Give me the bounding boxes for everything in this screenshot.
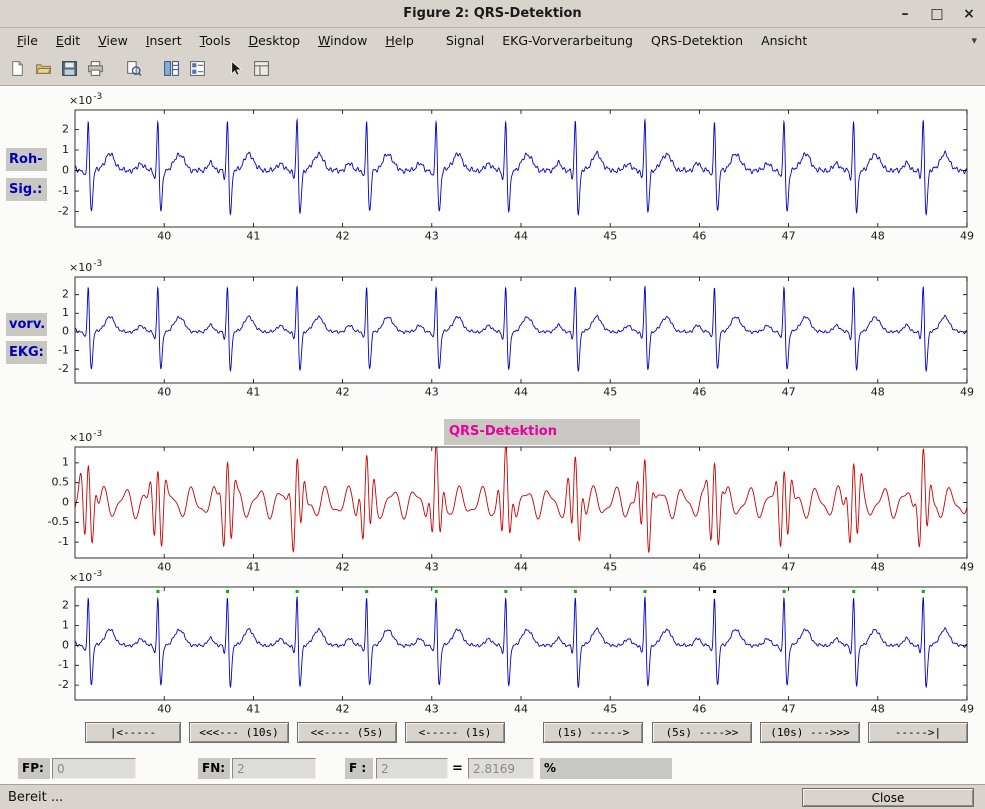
- menu-insert[interactable]: Insert: [145, 32, 182, 48]
- toolbar: [0, 52, 985, 86]
- menu-edit[interactable]: Edit: [55, 32, 81, 48]
- save-icon[interactable]: [57, 57, 81, 81]
- menu-ansicht[interactable]: Ansicht: [761, 32, 808, 48]
- f-value-field[interactable]: [376, 758, 448, 779]
- menu-view[interactable]: View: [98, 32, 128, 48]
- nav-fwd-10s-button[interactable]: (10s) --->>>: [760, 722, 860, 743]
- new-document-icon[interactable]: [5, 57, 29, 81]
- qrs-filtered-plot: [0, 430, 985, 578]
- nav-back-10s-button[interactable]: <<<--- (10s): [189, 722, 289, 743]
- fn-label: FN:: [198, 758, 230, 779]
- open-folder-icon[interactable]: [31, 57, 55, 81]
- detection-result-plot: [0, 570, 985, 715]
- toolbar-separator: [147, 57, 157, 81]
- plot-browser-icon[interactable]: [185, 57, 209, 81]
- nav-to-start-button[interactable]: |<-----: [85, 722, 181, 743]
- window-controls: – □ ×: [897, 0, 977, 28]
- print-preview-icon[interactable]: [121, 57, 145, 81]
- maximize-icon[interactable]: □: [930, 6, 944, 22]
- toolbar-separator: [211, 57, 221, 81]
- window-title: Figure 2: QRS-Detektion: [403, 6, 582, 21]
- result-value-field[interactable]: [468, 758, 534, 779]
- close-icon[interactable]: ×: [963, 6, 975, 22]
- menubar: File Edit View Insert Tools Desktop Wind…: [0, 28, 985, 52]
- menu-help[interactable]: Help: [385, 32, 414, 48]
- minimize-icon[interactable]: –: [901, 6, 909, 22]
- menu-file[interactable]: File: [17, 32, 38, 48]
- equals-sign: =: [452, 761, 463, 776]
- print-icon[interactable]: [83, 57, 107, 81]
- menu-window[interactable]: Window: [318, 32, 368, 48]
- raw-signal-plot: [0, 92, 985, 248]
- nav-back-1s-button[interactable]: <----- (1s): [405, 722, 505, 743]
- menu-qrs-detektion[interactable]: QRS-Detektion: [651, 32, 744, 48]
- menu-ekg-vorverarbeitung[interactable]: EKG-Vorverarbeitung: [502, 32, 633, 48]
- nav-fwd-1s-button[interactable]: (1s) ----->: [543, 722, 643, 743]
- fp-label: FP:: [18, 758, 50, 779]
- menu-tools[interactable]: Tools: [199, 32, 231, 48]
- pointer-icon[interactable]: [223, 57, 247, 81]
- percent-label: %: [540, 758, 672, 779]
- close-button[interactable]: Close: [802, 788, 974, 807]
- status-text: Bereit ...: [8, 789, 64, 805]
- preprocessed-ecg-plot: [0, 258, 985, 400]
- fp-value-field[interactable]: [52, 758, 136, 779]
- fn-value-field[interactable]: [232, 758, 316, 779]
- titlebar: Figure 2: QRS-Detektion – □ ×: [0, 0, 985, 28]
- nav-fwd-5s-button[interactable]: (5s) ---->>: [652, 722, 752, 743]
- nav-back-5s-button[interactable]: <<---- (5s): [297, 722, 397, 743]
- nav-to-end-button[interactable]: ----->|: [868, 722, 968, 743]
- menu-overflow-icon[interactable]: ▾: [971, 33, 977, 47]
- f-label: F :: [345, 758, 373, 779]
- toolbar-separator: [109, 57, 119, 81]
- figure-palette-icon[interactable]: [159, 57, 183, 81]
- menu-signal[interactable]: Signal: [445, 32, 485, 48]
- menu-desktop[interactable]: Desktop: [248, 32, 301, 48]
- property-editor-icon[interactable]: [249, 57, 273, 81]
